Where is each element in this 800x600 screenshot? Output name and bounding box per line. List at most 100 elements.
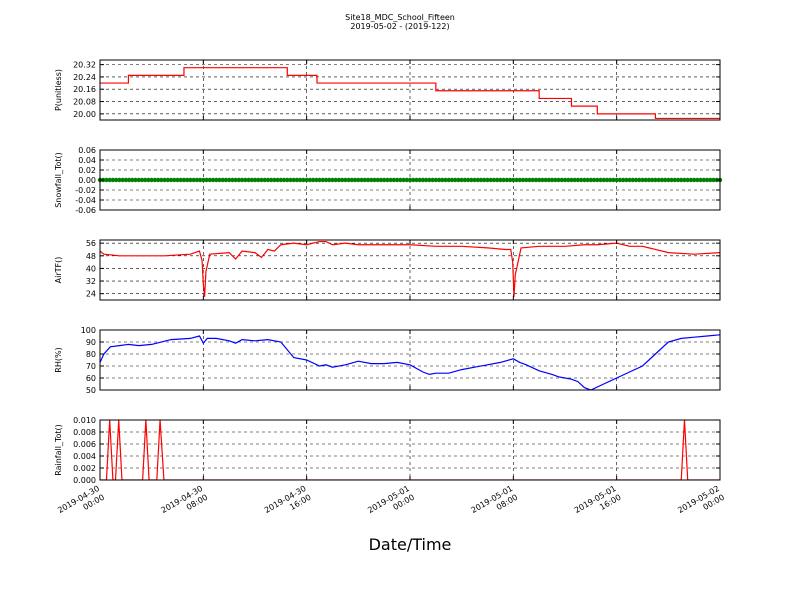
- data-point: [375, 177, 380, 183]
- data-point: [197, 177, 203, 183]
- data-point: [236, 177, 242, 183]
- data-point: [172, 177, 177, 183]
- data-point: [123, 177, 129, 183]
- data-point: [469, 177, 474, 183]
- data-point: [411, 177, 416, 183]
- y-tick-label: 50: [86, 386, 96, 395]
- x-tick-label: 2019-05-0200:00: [676, 484, 726, 524]
- data-point: [569, 177, 574, 183]
- data-point: [175, 177, 180, 183]
- data-point: [385, 177, 390, 183]
- data-point: [330, 177, 335, 183]
- series-line: [100, 334, 720, 390]
- data-point: [527, 177, 532, 183]
- data-point: [494, 177, 500, 183]
- y-tick-label: 0.00: [78, 176, 96, 185]
- data-point: [556, 177, 561, 183]
- data-point: [688, 177, 694, 183]
- data-point: [501, 177, 506, 183]
- data-point: [675, 177, 681, 183]
- data-point: [691, 177, 697, 183]
- chart-subtitle: 2019-05-02 - (2019-122): [350, 22, 449, 31]
- data-point: [611, 177, 616, 183]
- data-point: [233, 177, 238, 183]
- data-point: [130, 177, 135, 183]
- data-point: [630, 177, 636, 183]
- data-point: [633, 177, 639, 183]
- data-point: [372, 177, 377, 183]
- data-point: [391, 177, 397, 183]
- data-point: [536, 177, 542, 183]
- y-axis-label: AirTF(): [54, 257, 63, 284]
- data-point: [617, 177, 623, 183]
- data-point: [608, 177, 613, 183]
- y-tick-label: 32: [86, 277, 96, 286]
- data-point: [685, 177, 690, 183]
- data-point: [249, 177, 254, 183]
- data-point: [578, 177, 584, 183]
- data-point: [139, 177, 145, 183]
- data-point: [653, 177, 658, 183]
- data-point: [520, 177, 526, 183]
- y-tick-label: 24: [86, 290, 96, 299]
- data-point: [268, 177, 274, 183]
- data-point: [427, 177, 432, 183]
- data-point: [407, 177, 413, 183]
- data-point: [436, 177, 442, 183]
- data-point: [530, 177, 535, 183]
- data-point: [659, 177, 665, 183]
- data-point: [291, 177, 296, 183]
- data-point: [478, 177, 484, 183]
- data-point: [423, 177, 429, 183]
- data-point: [672, 177, 677, 183]
- data-point: [362, 177, 367, 183]
- data-point: [181, 177, 187, 183]
- data-point: [136, 177, 141, 183]
- data-point: [310, 177, 316, 183]
- data-point: [246, 177, 251, 183]
- data-point: [575, 177, 581, 183]
- data-point: [546, 177, 552, 183]
- x-tick-label: 2019-05-0100:00: [366, 484, 416, 524]
- data-point: [595, 177, 600, 183]
- subplot-2: -0.06-0.04-0.020.000.020.040.06 Snowfall_…: [54, 146, 723, 215]
- data-point: [566, 177, 571, 183]
- data-point: [120, 177, 125, 183]
- data-point: [507, 177, 513, 183]
- y-tick-label: 0.010: [73, 416, 96, 425]
- data-point: [178, 177, 183, 183]
- data-point: [110, 177, 116, 183]
- y-tick-label: 0.006: [73, 440, 96, 449]
- data-point: [194, 177, 200, 183]
- series-line: [100, 420, 720, 480]
- series-line: [100, 240, 720, 297]
- data-point: [126, 177, 132, 183]
- data-point: [252, 177, 258, 183]
- data-point: [210, 177, 216, 183]
- data-point: [585, 177, 590, 183]
- data-point: [230, 177, 235, 183]
- data-point: [517, 177, 522, 183]
- y-tick-label: 100: [81, 326, 96, 335]
- data-point: [288, 177, 293, 183]
- y-tick-label: 0.000: [73, 476, 96, 485]
- y-tick-label: 0.004: [73, 452, 96, 461]
- data-point: [149, 177, 154, 183]
- y-tick-label: 20.24: [73, 73, 96, 82]
- subplot-3: 24 32 40 48 56 AirTF(): [54, 239, 721, 301]
- data-point: [582, 177, 587, 183]
- data-point: [604, 177, 610, 183]
- data-point: [475, 177, 481, 183]
- y-tick-label: -0.04: [75, 196, 96, 205]
- data-point: [349, 177, 355, 183]
- y-tick-label: 40: [86, 264, 96, 273]
- data-point: [146, 177, 151, 183]
- data-point: [524, 177, 529, 183]
- data-point: [320, 177, 326, 183]
- data-point: [365, 177, 371, 183]
- data-point: [591, 177, 597, 183]
- data-point: [327, 177, 332, 183]
- data-point: [695, 177, 700, 183]
- data-point: [278, 177, 284, 183]
- x-tick-label: 2019-04-3016:00: [263, 484, 313, 524]
